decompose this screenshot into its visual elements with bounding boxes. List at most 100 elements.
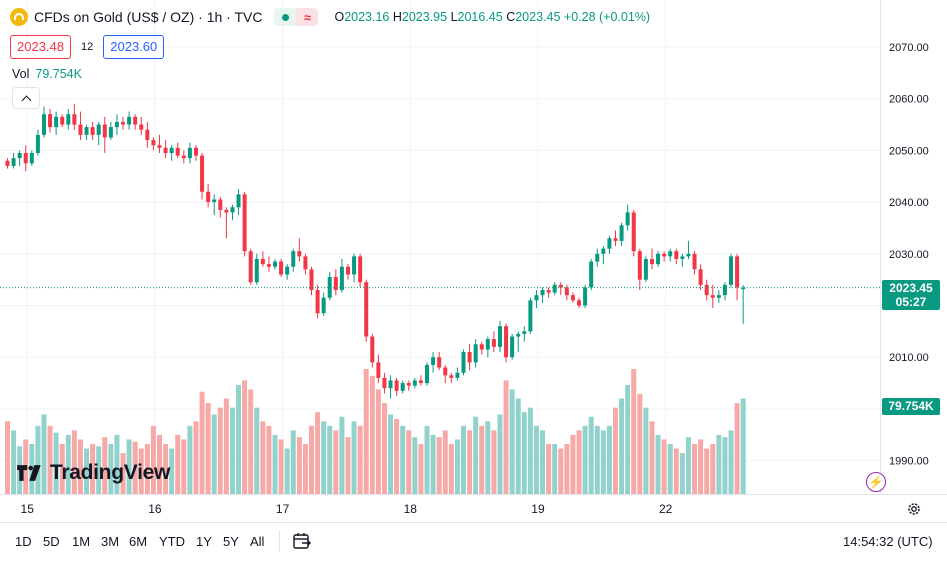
volume-bar — [448, 444, 454, 494]
calendar-goto-icon[interactable] — [292, 531, 312, 551]
volume-bar — [582, 425, 588, 494]
volume-bar — [59, 444, 65, 494]
candle-body — [291, 251, 296, 267]
volume-bar — [400, 425, 406, 494]
time-tick-label: 22 — [659, 502, 673, 516]
timeframe-1d[interactable]: 1D — [15, 534, 32, 549]
volume-bar — [181, 439, 187, 494]
low-value: 2016.45 — [457, 10, 503, 24]
volume-bar — [321, 421, 327, 494]
candle-body — [643, 258, 648, 280]
candle-body — [504, 326, 509, 358]
timeframe-1m[interactable]: 1M — [72, 534, 91, 549]
volume-bar — [685, 437, 691, 494]
candle-body — [181, 155, 186, 159]
price-tick-label: 1990.00 — [889, 456, 929, 468]
volume-bar — [272, 434, 278, 494]
market-status[interactable]: ≈ — [274, 8, 319, 26]
bottom-toolbar — [0, 522, 947, 566]
candle-body — [674, 251, 679, 259]
collapse-legend-button[interactable] — [12, 87, 40, 109]
timeframe-all[interactable]: All — [250, 534, 265, 549]
volume-bar — [461, 425, 466, 494]
time-tick-label: 18 — [404, 502, 418, 516]
candle-body — [242, 194, 247, 252]
candle-body — [248, 251, 253, 283]
candle-body — [352, 256, 357, 275]
tradingview-logo[interactable]: TradingView — [14, 461, 170, 485]
candle-body — [321, 297, 326, 314]
candle-body — [473, 344, 478, 363]
candle-body — [345, 266, 350, 275]
volume-bar — [527, 407, 533, 494]
candle-body — [66, 114, 71, 125]
candle-body — [485, 339, 490, 350]
volume-bar — [479, 425, 485, 494]
volume-bar — [120, 453, 126, 494]
candle-body — [175, 147, 180, 156]
delayed-data-icon[interactable]: ≈ — [296, 8, 319, 26]
candle-body — [607, 238, 612, 249]
volume-bar — [53, 432, 59, 494]
volume-bar — [619, 398, 625, 494]
timeframe-3m[interactable]: 3M — [101, 534, 120, 549]
volume-bar — [637, 394, 643, 494]
timeframe-5y[interactable]: 5Y — [223, 534, 239, 549]
candle-body — [102, 124, 107, 138]
buy-button[interactable]: 2023.60 — [103, 35, 165, 59]
symbol-title[interactable]: CFDs on Gold (US$ / OZ) · 1h · TVC — [34, 9, 263, 25]
candle-body — [522, 331, 527, 334]
candle-body — [72, 114, 77, 125]
candle-body — [540, 289, 545, 296]
volume-bar — [704, 448, 710, 494]
candle-body — [96, 124, 101, 135]
timeframe-1y[interactable]: 1Y — [196, 534, 212, 549]
lightning-icon[interactable]: ⚡ — [866, 472, 886, 492]
candle-body — [516, 333, 521, 337]
volume-bar — [734, 403, 740, 494]
volume-bar — [260, 421, 266, 494]
time-axis-labels: 15 16 17 18 19 22 — [21, 502, 673, 516]
candle-body — [698, 269, 703, 285]
time-scale[interactable]: 15 16 17 18 19 22 — [0, 494, 947, 522]
timeframe-5d[interactable]: 5D — [43, 534, 60, 549]
candle-body — [497, 326, 502, 347]
price-chart[interactable] — [0, 0, 880, 494]
volume-bar — [102, 437, 108, 494]
candle-body — [680, 256, 685, 259]
utc-clock[interactable]: 14:54:32 (UTC) — [843, 534, 933, 549]
high-value: 2023.95 — [401, 10, 448, 24]
candle-body — [333, 277, 338, 290]
volume-bar — [248, 389, 254, 494]
candle-body — [631, 212, 636, 252]
volume-bar — [503, 380, 509, 494]
volume-bar — [418, 444, 424, 494]
sell-button[interactable]: 2023.48 — [10, 35, 71, 59]
price-scale[interactable]: 1990.002010.002020.002030.002040.002050.… — [880, 0, 947, 494]
candle-body — [41, 114, 46, 135]
volume-bar — [540, 430, 546, 494]
timeframe-6m[interactable]: 6M — [129, 534, 148, 549]
volume-bar — [41, 414, 47, 494]
candle-body — [528, 300, 533, 332]
candle-body — [418, 380, 423, 384]
volume-bar — [11, 430, 17, 494]
candle-body — [200, 155, 205, 192]
volume-bar — [315, 412, 321, 494]
candle-body — [163, 147, 168, 153]
timeframe-ytd[interactable]: YTD — [159, 534, 185, 549]
volume-bar — [600, 430, 606, 494]
candle-body — [358, 256, 363, 283]
chart-pane[interactable] — [0, 0, 880, 494]
volume-bar — [533, 425, 539, 494]
chart-legend: CFDs on Gold (US$ / OZ) · 1h · TVC ≈ O20… — [10, 8, 650, 26]
volume-bar — [254, 407, 260, 494]
volume-bar — [71, 430, 77, 494]
candle-body — [35, 134, 40, 153]
candle-body — [114, 121, 119, 128]
trade-buttons: 2023.48 12 2023.60 — [10, 35, 165, 59]
candle-body — [601, 248, 606, 254]
market-open-icon[interactable] — [274, 8, 297, 26]
gear-icon[interactable] — [906, 501, 922, 517]
volume-bar — [296, 437, 302, 494]
